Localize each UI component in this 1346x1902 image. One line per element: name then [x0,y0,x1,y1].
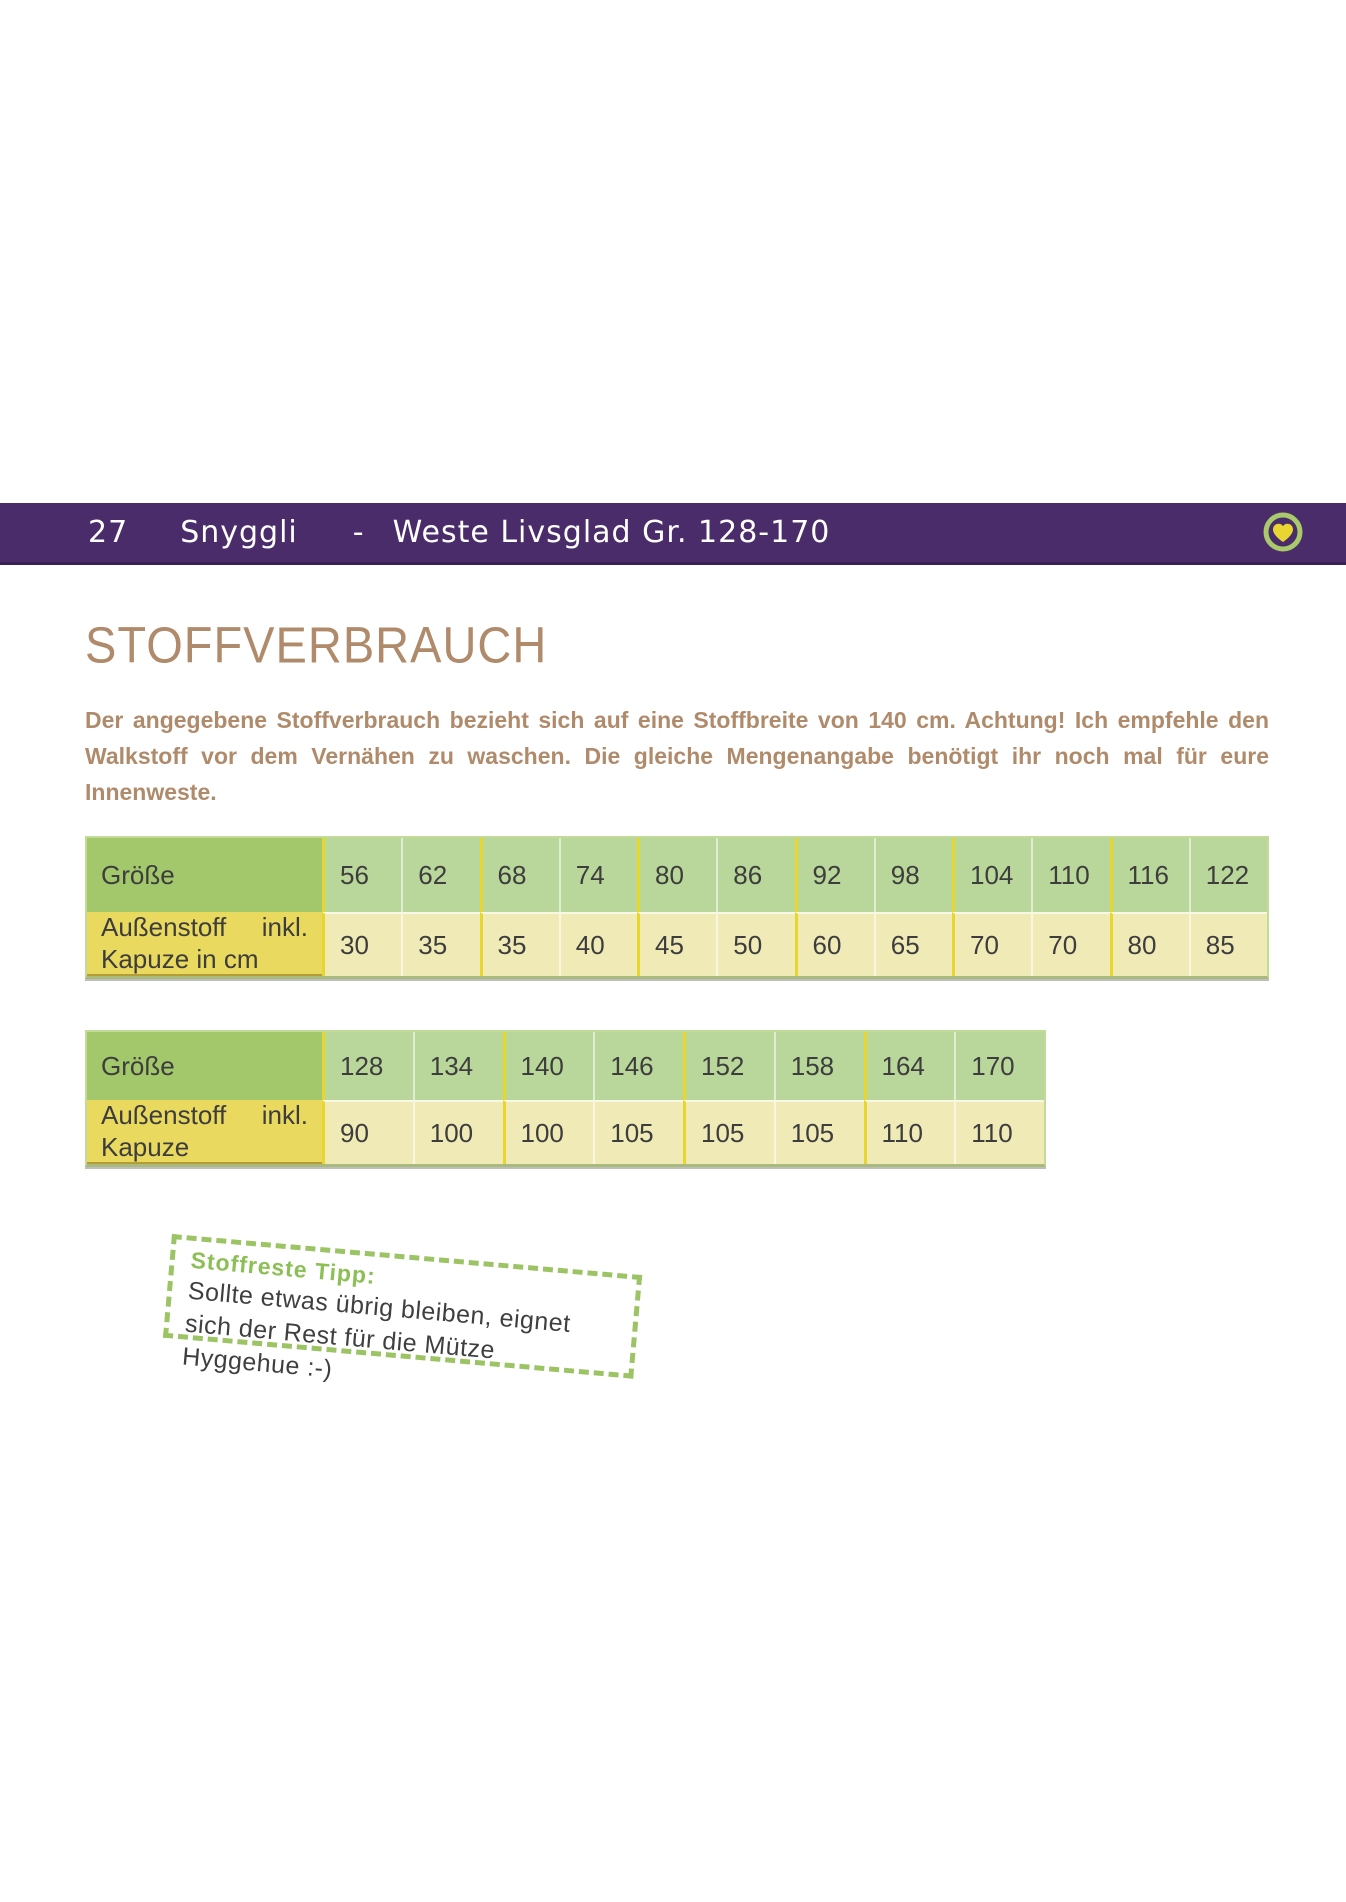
size-row-label: Größe [87,838,322,912]
size-row-label-text: Größe [101,859,175,890]
size-value-cell: 74 [558,838,637,912]
fabric-row-label: Außenstoff inkl. Kapuze [87,1100,322,1164]
table-row-sizes: Größe 56 62 68 74 80 86 92 98 104 110 116 122 [87,838,1267,912]
size-row-label-text: Größe [101,1050,175,1081]
intro-paragraph: Der angegebene Stoffverbrauch bezieht si… [85,707,1269,805]
fabric-value-cell: 80 [1109,912,1189,976]
fabric-value-cell: 70 [952,912,1032,976]
fabric-row-label: Außenstoff inkl. Kapuze in cm [87,912,322,976]
size-value-cell: 62 [401,838,480,912]
fabric-value-cell: 65 [873,912,952,976]
fabric-value-cell: 90 [322,1100,413,1164]
size-value-cell: 56 [322,838,402,912]
fabric-value-cell: 35 [401,912,480,976]
header-bar: 27 Snyggli - Weste Livsglad Gr. 128-170 [0,503,1346,565]
fabric-label-line2: Kapuze in cm [101,944,259,974]
document-title: Weste Livsglad Gr. 128-170 [392,515,831,550]
section-heading: STOFFVERBRAUCH [85,616,548,674]
fabric-value-cell: 105 [683,1100,774,1164]
fabric-value-cell: 45 [637,912,717,976]
size-value-cell: 152 [683,1032,774,1100]
size-value-cell: 146 [593,1032,683,1100]
size-value-cell: 86 [716,838,795,912]
fabric-label-right: inkl. [261,1100,308,1130]
fabric-value-cell: 100 [502,1100,594,1164]
size-row-label: Größe [87,1032,322,1100]
fabric-value-cell: 35 [479,912,559,976]
size-value-cell: 80 [637,838,717,912]
heart-in-ring-icon [1262,511,1304,553]
fabric-value-cell: 50 [716,912,795,976]
size-value-cell: 164 [863,1032,955,1100]
fabric-value-cell: 70 [1031,912,1110,976]
fabric-value-cell: 105 [773,1100,864,1164]
fabric-value-cell: 40 [558,912,637,976]
size-values: 56 62 68 74 80 86 92 98 104 110 116 122 [322,838,1267,912]
table-row-fabric: Außenstoff inkl. Kapuze 90 100 100 105 105 10… [87,1100,1044,1164]
size-value-cell: 68 [479,838,559,912]
size-value-cell: 104 [952,838,1032,912]
fabric-value-cell: 60 [794,912,874,976]
size-value-cell: 92 [794,838,874,912]
fabric-table-sizes-128-170: Größe 128 134 140 146 152 158 164 170 Außenstof… [85,1030,1046,1167]
size-value-cell: 140 [502,1032,594,1100]
fabric-value-cell: 105 [593,1100,683,1164]
size-value-cell: 158 [773,1032,864,1100]
fabric-values: 90 100 100 105 105 105 110 110 [322,1100,1044,1164]
size-value-cell: 170 [954,1032,1044,1100]
table-row-sizes: Größe 128 134 140 146 152 158 164 170 [87,1032,1044,1100]
size-value-cell: 128 [322,1032,413,1100]
size-value-cell: 122 [1188,838,1267,912]
fabric-value-cell: 110 [954,1100,1044,1164]
fabric-value-cell: 100 [412,1100,503,1164]
fabric-value-cell: 85 [1188,912,1267,976]
fabric-label-line2: Kapuze [101,1132,190,1162]
size-values: 128 134 140 146 152 158 164 170 [322,1032,1044,1100]
size-value-cell: 110 [1031,838,1110,912]
table-row-fabric: Außenstoff inkl. Kapuze in cm 30 35 35 40 45… [87,912,1267,976]
fabric-value-cell: 30 [322,912,402,976]
size-value-cell: 116 [1109,838,1189,912]
fabric-label-left: Außenstoff [101,912,227,942]
tip-box: Stoffreste Tipp: Sollte etwas übrig blei… [162,1234,643,1383]
fabric-values: 30 35 35 40 45 50 60 65 70 70 80 85 [322,912,1267,976]
fabric-label-right: inkl. [261,912,308,942]
fabric-label-left: Außenstoff [101,1100,227,1130]
brand-name: Snyggli [180,515,298,550]
title-separator: - [352,515,365,550]
size-value-cell: 134 [412,1032,503,1100]
page-number: 27 [88,515,129,550]
fabric-value-cell: 110 [863,1100,955,1164]
fabric-table-sizes-56-122: Größe 56 62 68 74 80 86 92 98 104 110 116 122 Außen… [85,836,1269,979]
size-value-cell: 98 [873,838,952,912]
